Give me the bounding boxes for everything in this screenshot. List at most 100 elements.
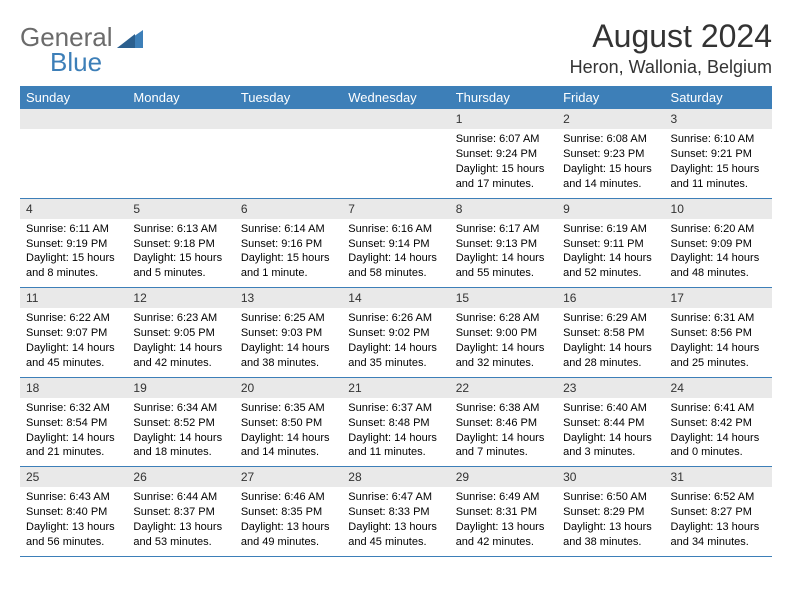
- day-number: 4: [20, 199, 127, 219]
- sunset-text: Sunset: 8:35 PM: [241, 505, 336, 520]
- daylight-text: Daylight: 14 hours: [671, 341, 766, 356]
- day-details: Sunrise: 6:11 AMSunset: 9:19 PMDaylight:…: [20, 219, 127, 287]
- calendar-week-row: 4Sunrise: 6:11 AMSunset: 9:19 PMDaylight…: [20, 198, 772, 288]
- daylight-text: Daylight: 14 hours: [348, 431, 443, 446]
- sunset-text: Sunset: 9:21 PM: [671, 147, 766, 162]
- calendar-day-cell: 3Sunrise: 6:10 AMSunset: 9:21 PMDaylight…: [665, 109, 772, 198]
- day-details: Sunrise: 6:47 AMSunset: 8:33 PMDaylight:…: [342, 487, 449, 555]
- sunrise-text: Sunrise: 6:29 AM: [563, 311, 658, 326]
- sunset-text: Sunset: 9:16 PM: [241, 237, 336, 252]
- calendar-day-cell: 11Sunrise: 6:22 AMSunset: 9:07 PMDayligh…: [20, 288, 127, 378]
- day-details: Sunrise: 6:25 AMSunset: 9:03 PMDaylight:…: [235, 308, 342, 376]
- month-title: August 2024: [570, 18, 772, 55]
- daylight-text: Daylight: 14 hours: [348, 341, 443, 356]
- day-details: Sunrise: 6:16 AMSunset: 9:14 PMDaylight:…: [342, 219, 449, 287]
- sunset-text: Sunset: 9:11 PM: [563, 237, 658, 252]
- day-details: Sunrise: 6:07 AMSunset: 9:24 PMDaylight:…: [450, 129, 557, 197]
- sunrise-text: Sunrise: 6:50 AM: [563, 490, 658, 505]
- sunrise-text: Sunrise: 6:31 AM: [671, 311, 766, 326]
- day-number: 18: [20, 378, 127, 398]
- calendar-day-cell: 4Sunrise: 6:11 AMSunset: 9:19 PMDaylight…: [20, 198, 127, 288]
- day-number: 30: [557, 467, 664, 487]
- sunset-text: Sunset: 8:48 PM: [348, 416, 443, 431]
- daylight-text: and 25 minutes.: [671, 356, 766, 371]
- sunset-text: Sunset: 9:18 PM: [133, 237, 228, 252]
- daylight-text: and 56 minutes.: [26, 535, 121, 550]
- day-details: [127, 129, 234, 193]
- day-number: 26: [127, 467, 234, 487]
- weekday-heading: Sunday: [20, 86, 127, 109]
- daylight-text: and 38 minutes.: [241, 356, 336, 371]
- day-number: [342, 109, 449, 129]
- day-details: Sunrise: 6:17 AMSunset: 9:13 PMDaylight:…: [450, 219, 557, 287]
- calendar-day-cell: 6Sunrise: 6:14 AMSunset: 9:16 PMDaylight…: [235, 198, 342, 288]
- day-details: Sunrise: 6:26 AMSunset: 9:02 PMDaylight:…: [342, 308, 449, 376]
- sunrise-text: Sunrise: 6:52 AM: [671, 490, 766, 505]
- sunrise-text: Sunrise: 6:44 AM: [133, 490, 228, 505]
- calendar-day-cell: 7Sunrise: 6:16 AMSunset: 9:14 PMDaylight…: [342, 198, 449, 288]
- sunset-text: Sunset: 9:00 PM: [456, 326, 551, 341]
- day-details: Sunrise: 6:37 AMSunset: 8:48 PMDaylight:…: [342, 398, 449, 466]
- sunrise-text: Sunrise: 6:49 AM: [456, 490, 551, 505]
- sunset-text: Sunset: 8:54 PM: [26, 416, 121, 431]
- daylight-text: and 21 minutes.: [26, 445, 121, 460]
- day-details: Sunrise: 6:23 AMSunset: 9:05 PMDaylight:…: [127, 308, 234, 376]
- weekday-heading: Friday: [557, 86, 664, 109]
- day-number: 9: [557, 199, 664, 219]
- daylight-text: Daylight: 14 hours: [563, 251, 658, 266]
- day-details: Sunrise: 6:31 AMSunset: 8:56 PMDaylight:…: [665, 308, 772, 376]
- daylight-text: and 45 minutes.: [26, 356, 121, 371]
- day-details: Sunrise: 6:14 AMSunset: 9:16 PMDaylight:…: [235, 219, 342, 287]
- day-number: 11: [20, 288, 127, 308]
- sunrise-text: Sunrise: 6:14 AM: [241, 222, 336, 237]
- sunset-text: Sunset: 9:14 PM: [348, 237, 443, 252]
- day-details: Sunrise: 6:49 AMSunset: 8:31 PMDaylight:…: [450, 487, 557, 555]
- day-details: Sunrise: 6:40 AMSunset: 8:44 PMDaylight:…: [557, 398, 664, 466]
- day-details: Sunrise: 6:13 AMSunset: 9:18 PMDaylight:…: [127, 219, 234, 287]
- day-number: 5: [127, 199, 234, 219]
- calendar-day-cell: 20Sunrise: 6:35 AMSunset: 8:50 PMDayligh…: [235, 377, 342, 467]
- daylight-text: Daylight: 15 hours: [563, 162, 658, 177]
- day-details: Sunrise: 6:38 AMSunset: 8:46 PMDaylight:…: [450, 398, 557, 466]
- day-details: Sunrise: 6:41 AMSunset: 8:42 PMDaylight:…: [665, 398, 772, 466]
- sunrise-text: Sunrise: 6:13 AM: [133, 222, 228, 237]
- calendar-day-cell: 19Sunrise: 6:34 AMSunset: 8:52 PMDayligh…: [127, 377, 234, 467]
- calendar-day-cell: 12Sunrise: 6:23 AMSunset: 9:05 PMDayligh…: [127, 288, 234, 378]
- daylight-text: and 11 minutes.: [671, 177, 766, 192]
- daylight-text: Daylight: 14 hours: [348, 251, 443, 266]
- daylight-text: Daylight: 14 hours: [456, 431, 551, 446]
- daylight-text: and 11 minutes.: [348, 445, 443, 460]
- daylight-text: and 17 minutes.: [456, 177, 551, 192]
- calendar-day-cell: 17Sunrise: 6:31 AMSunset: 8:56 PMDayligh…: [665, 288, 772, 378]
- sunrise-text: Sunrise: 6:43 AM: [26, 490, 121, 505]
- weekday-heading: Tuesday: [235, 86, 342, 109]
- day-details: Sunrise: 6:43 AMSunset: 8:40 PMDaylight:…: [20, 487, 127, 555]
- weekday-heading: Thursday: [450, 86, 557, 109]
- sunset-text: Sunset: 9:23 PM: [563, 147, 658, 162]
- sunrise-text: Sunrise: 6:23 AM: [133, 311, 228, 326]
- day-number: 1: [450, 109, 557, 129]
- daylight-text: Daylight: 14 hours: [26, 431, 121, 446]
- day-number: 2: [557, 109, 664, 129]
- calendar-week-row: 18Sunrise: 6:32 AMSunset: 8:54 PMDayligh…: [20, 377, 772, 467]
- sunrise-text: Sunrise: 6:11 AM: [26, 222, 121, 237]
- sunrise-text: Sunrise: 6:20 AM: [671, 222, 766, 237]
- day-number: 15: [450, 288, 557, 308]
- sunrise-text: Sunrise: 6:17 AM: [456, 222, 551, 237]
- daylight-text: Daylight: 15 hours: [241, 251, 336, 266]
- calendar-day-cell: 26Sunrise: 6:44 AMSunset: 8:37 PMDayligh…: [127, 467, 234, 557]
- sunset-text: Sunset: 9:09 PM: [671, 237, 766, 252]
- calendar-day-cell: 25Sunrise: 6:43 AMSunset: 8:40 PMDayligh…: [20, 467, 127, 557]
- day-details: Sunrise: 6:10 AMSunset: 9:21 PMDaylight:…: [665, 129, 772, 197]
- daylight-text: Daylight: 13 hours: [26, 520, 121, 535]
- sunrise-text: Sunrise: 6:37 AM: [348, 401, 443, 416]
- day-number: 22: [450, 378, 557, 398]
- sunset-text: Sunset: 9:19 PM: [26, 237, 121, 252]
- sunset-text: Sunset: 8:56 PM: [671, 326, 766, 341]
- daylight-text: and 35 minutes.: [348, 356, 443, 371]
- sunset-text: Sunset: 8:50 PM: [241, 416, 336, 431]
- calendar-week-row: 1Sunrise: 6:07 AMSunset: 9:24 PMDaylight…: [20, 109, 772, 198]
- daylight-text: Daylight: 13 hours: [133, 520, 228, 535]
- daylight-text: Daylight: 14 hours: [241, 341, 336, 356]
- day-number: 21: [342, 378, 449, 398]
